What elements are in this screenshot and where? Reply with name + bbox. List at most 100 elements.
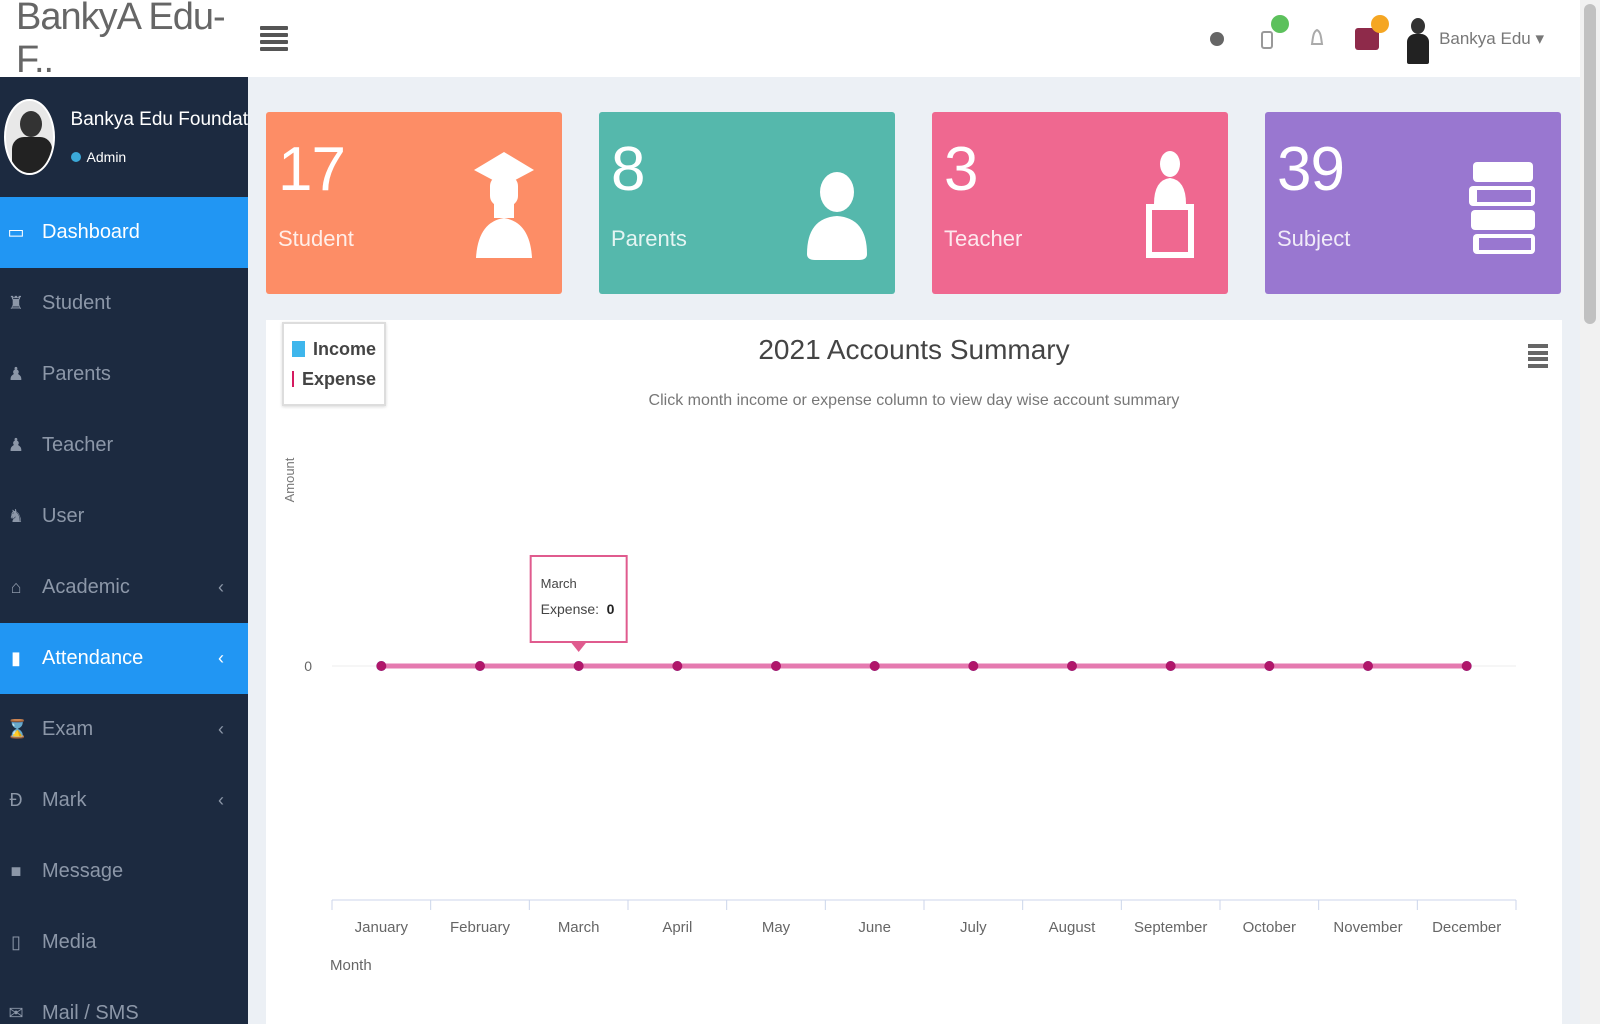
online-status-icon [70,152,81,162]
data-point [1264,661,1275,671]
sidebar-item-label: Message [42,860,124,882]
exam-icon: ⌛ [6,719,29,739]
data-point [771,661,781,671]
tooltip-month: March [541,576,577,591]
person-icon [807,172,867,260]
data-point [1165,661,1176,671]
sidebar-item-attendance[interactable]: ▮ Attendance ‹ [0,623,248,694]
sidebar-item-mail[interactable]: ✉ Mail / SMS [0,978,248,1024]
mark-icon: Ɖ [9,790,23,810]
chart-title: 2021 Accounts Summary [758,334,1070,365]
sidebar-item-dashboard[interactable]: ▭ Dashboard [0,197,248,268]
x-tick-label: May [762,919,791,936]
language-flag-icon[interactable] [1355,14,1390,53]
chevron-left-icon: ‹ [218,577,224,597]
x-tick-label: December [1432,919,1501,936]
alert-icon[interactable] [1305,25,1329,53]
card-value: 3 [944,135,978,204]
sidebar-item-label: Dashboard [42,221,140,243]
x-tick-label: January [355,919,409,936]
teacher-icon: ♟ [7,435,25,455]
legend-item-income[interactable]: Income [292,334,376,364]
y-axis-title: Amount [282,457,297,502]
chart-menu-button[interactable] [1528,344,1548,368]
user-menu[interactable]: Bankya Edu ▾ [1405,14,1544,64]
app-logo[interactable]: BankyA Edu-F.. [16,0,226,81]
sidebar-item-exam[interactable]: ⌛ Exam ‹ [0,694,248,765]
sidebar-item-label: Media [42,931,97,953]
data-point [1067,661,1077,671]
sidebar-item-label: Parents [42,363,111,385]
sidebar: Bankya Edu Foundat Admin ▭ Dashboard ♜ S… [0,77,248,1024]
sidebar-item-mark[interactable]: Ɖ Mark ‹ [0,765,248,836]
student-icon: ♜ [7,293,25,313]
profile-name: Bankya Edu Foundat [70,109,248,130]
card-label: Student [278,226,354,251]
notification-bell-icon[interactable] [1255,14,1290,53]
legend-swatch [292,371,294,387]
message-icon: ■ [10,861,22,881]
y-tick-label: 0 [304,658,312,674]
chart-subtitle: Click month income or expense column to … [648,392,1180,409]
legend-item-expense[interactable]: Expense [292,364,376,394]
data-point [968,661,979,671]
tooltip-series: Expense: [541,601,599,617]
student-stat-card[interactable]: 17 Student [266,112,562,294]
chart-legend: Income Expense [282,322,386,406]
profile-role: Admin [70,149,248,165]
sidebar-item-teacher[interactable]: ♟ Teacher [0,410,248,481]
parents-stat-card[interactable]: 8 Parents [599,112,895,294]
media-icon: ▯ [11,932,21,952]
data-point [672,661,683,671]
teacher-icon [1146,151,1194,258]
sidebar-item-student[interactable]: ♜ Student [0,268,248,339]
data-point [573,661,584,671]
sidebar-item-label: Teacher [42,434,114,456]
subject-stat-card[interactable]: 39 Subject [1265,112,1561,294]
x-tick-label: February [450,919,511,936]
parents-icon: ♟ [7,364,25,384]
x-axis-title: Month [330,957,372,974]
x-tick-label: September [1134,919,1207,936]
academic-icon: ⌂ [10,577,22,597]
sidebar-item-message[interactable]: ■ Message [0,836,248,907]
graduate-icon [474,152,534,258]
sidebar-toggle-button[interactable] [260,25,288,52]
tooltip-value: 0 [607,601,615,617]
card-label: Teacher [944,226,1023,251]
avatar [4,99,55,175]
chevron-left-icon: ‹ [218,648,224,668]
sidebar-item-user[interactable]: ♞ User [0,481,248,552]
card-value: 39 [1277,135,1345,204]
data-point [475,661,485,671]
profile-role-label: Admin [86,149,127,165]
mail-icon: ✉ [8,1003,24,1023]
data-point [1461,661,1472,671]
page-scrollbar[interactable] [1580,0,1600,1024]
sidebar-item-media[interactable]: ▯ Media [0,907,248,978]
teacher-stat-card[interactable]: 3 Teacher [932,112,1228,294]
sidebar-item-label: Student [42,292,111,314]
card-value: 17 [278,135,346,204]
sidebar-item-label: Exam [42,718,94,740]
sidebar-item-label: Mail / SMS [42,1002,139,1024]
sidebar-profile: Bankya Edu Foundat Admin [0,77,248,197]
attendance-icon: ▮ [11,648,21,668]
x-tick-label: October [1243,919,1296,936]
accounts-summary-chart: Amount 0 January February March April May June J… [282,457,1517,974]
top-navbar: BankyA Edu-F.. Bankya Edu ▾ [0,0,1580,81]
data-point [376,661,387,671]
x-tick-label: March [558,919,600,936]
card-value: 8 [611,135,645,204]
card-label: Subject [1277,226,1351,251]
x-tick-label: July [960,919,987,936]
globe-icon[interactable] [1205,25,1229,53]
user-icon: ♞ [7,506,25,526]
chevron-left-icon: ‹ [218,719,224,739]
sidebar-item-label: Mark [42,789,87,811]
card-label: Parents [611,226,687,251]
sidebar-item-parents[interactable]: ♟ Parents [0,339,248,410]
x-tick-label: November [1333,919,1402,936]
sidebar-item-academic[interactable]: ⌂ Academic ‹ [0,552,248,623]
data-point [869,661,880,671]
